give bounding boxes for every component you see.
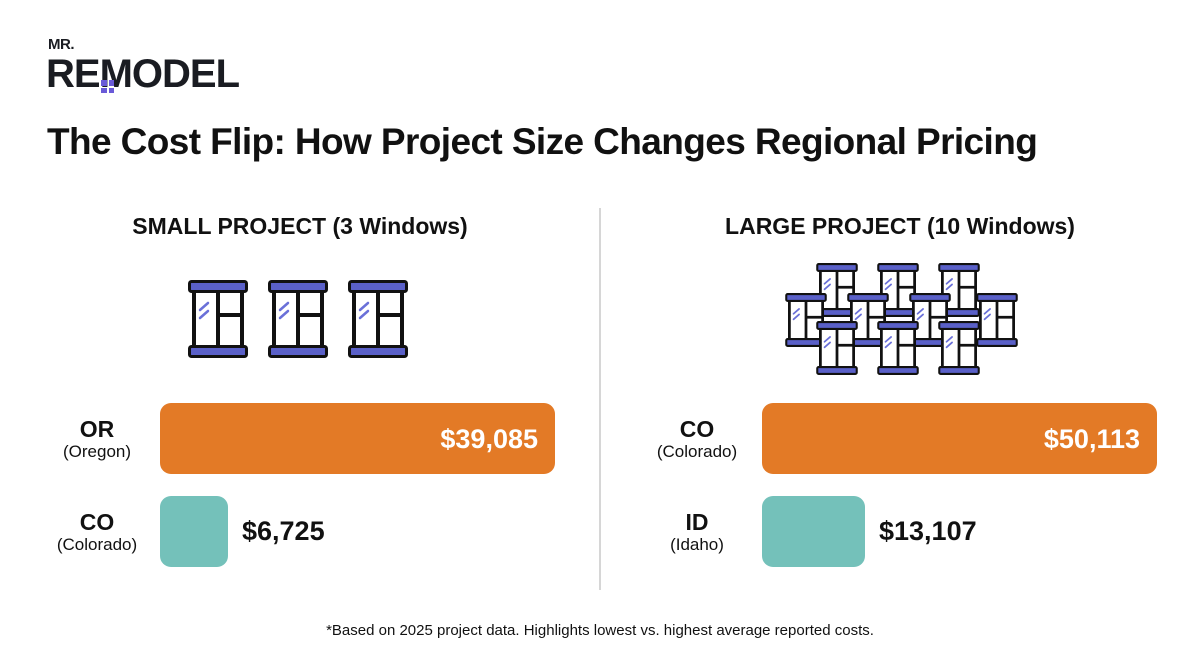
divider	[599, 208, 601, 590]
window-icon	[268, 280, 328, 358]
window-icon	[188, 280, 248, 358]
bar-value-label: $39,085	[440, 424, 538, 454]
logo-house-icon	[101, 80, 114, 93]
category-label: OR (Oregon)	[62, 416, 132, 461]
bar-low	[160, 496, 228, 567]
window-icon	[975, 293, 1019, 347]
logo: REMODEL	[46, 54, 240, 94]
bar-value-label: $6,725	[242, 516, 325, 546]
small-project-heading: SMALL PROJECT (3 Windows)	[132, 213, 468, 239]
page-title: The Cost Flip: How Project Size Changes …	[47, 121, 1038, 162]
small-windows-icons	[188, 280, 408, 358]
logo-mr: MR.	[48, 36, 75, 53]
large-project-heading: LARGE PROJECT (10 Windows)	[725, 213, 1075, 239]
bar-value-label: $13,107	[879, 516, 977, 546]
bar-low	[762, 496, 865, 567]
bar-value-label: $50,113	[1043, 424, 1140, 454]
bar-high: $39,085	[160, 403, 555, 474]
bar-high: $50,113	[762, 403, 1157, 474]
large-windows-icons	[784, 263, 1019, 375]
window-icon	[348, 280, 408, 358]
category-label: CO (Colorado)	[56, 509, 138, 554]
logo-text: REMODEL	[46, 52, 240, 96]
footnote: *Based on 2025 project data. Highlights …	[326, 622, 874, 639]
category-label: CO (Colorado)	[656, 416, 738, 461]
window-icon	[876, 321, 920, 375]
window-icon	[937, 321, 981, 375]
window-icon	[815, 321, 859, 375]
category-label: ID (Idaho)	[670, 509, 724, 554]
